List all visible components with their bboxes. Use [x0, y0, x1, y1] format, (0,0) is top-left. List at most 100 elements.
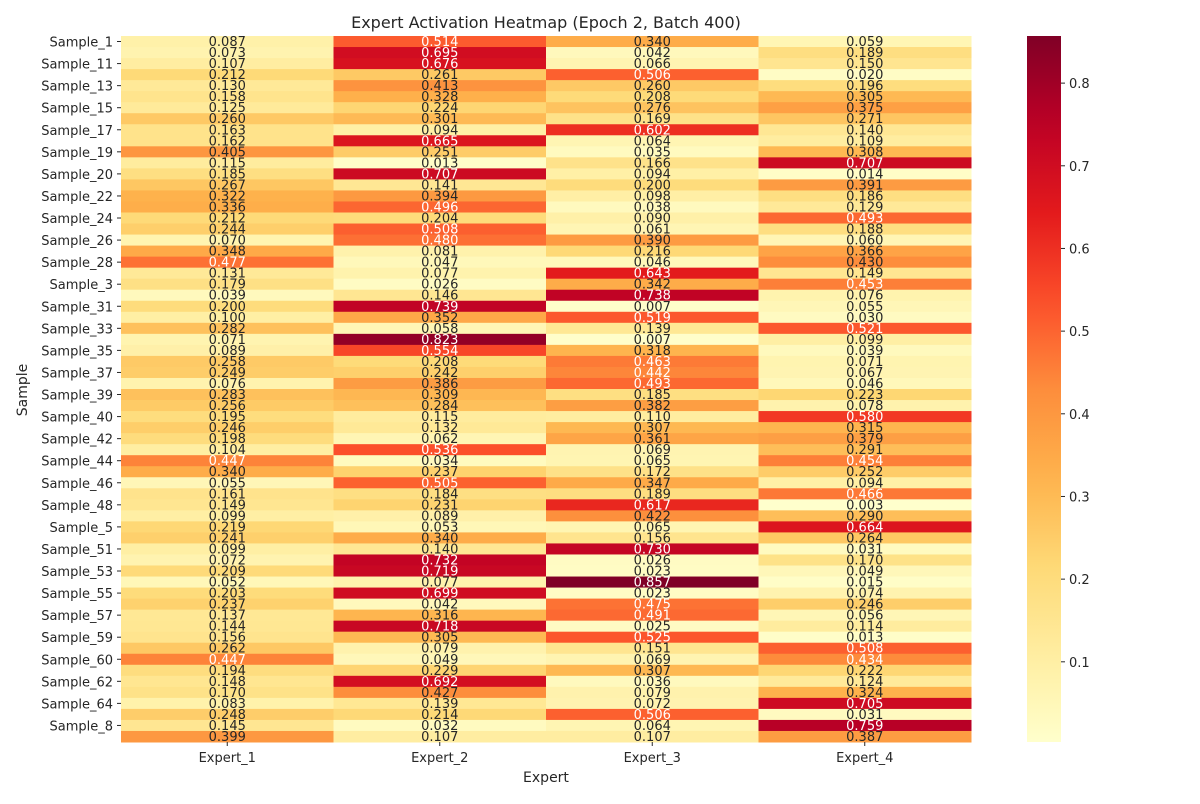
cell-value-label: 0.015: [846, 576, 883, 591]
cell-value-label: 0.162: [209, 134, 246, 149]
heatmap-cell: [121, 708, 334, 721]
cell-value-label: 0.453: [846, 278, 883, 293]
heatmap-cell: [546, 377, 759, 390]
cell-value-label: 0.617: [634, 498, 671, 513]
cell-value-label: 0.099: [209, 509, 246, 524]
chart-title: Expert Activation Heatmap (Epoch 2, Batc…: [351, 13, 741, 32]
cell-value-label: 0.256: [209, 399, 246, 414]
heatmap-cell: [121, 289, 334, 302]
cell-value-label: 0.194: [209, 664, 246, 679]
cell-value-label: 0.252: [846, 465, 883, 480]
heatmap-cell: [121, 532, 334, 544]
heatmap-cell: [121, 664, 334, 677]
heatmap-cell: [333, 609, 547, 622]
colorbar-tick-label: 0.1: [1069, 656, 1090, 671]
heatmap-cell: [333, 444, 547, 456]
heatmap-cell: [546, 91, 759, 103]
cell-value-label: 0.053: [421, 520, 458, 535]
cell-value-label: 0.046: [634, 256, 671, 271]
cell-value-label: 0.229: [421, 664, 458, 679]
y-tick-label: Sample_20: [41, 168, 113, 183]
cell-value-label: 0.100: [209, 311, 246, 326]
heatmap-cell: [758, 91, 972, 103]
heatmap-cell: [333, 135, 547, 147]
heatmap-cell: [546, 278, 759, 291]
cell-value-label: 0.030: [846, 311, 883, 326]
heatmap-cell: [546, 466, 759, 478]
heatmap-cell: [121, 234, 334, 247]
cell-value-label: 0.241: [209, 531, 246, 546]
y-tick-label: Sample_42: [41, 433, 113, 448]
cell-value-label: 0.244: [209, 223, 246, 238]
heatmap-cell: [333, 499, 547, 511]
heatmap-cell: [121, 113, 334, 125]
heatmap-cell: [758, 190, 972, 202]
heatmap-cell: [546, 344, 759, 357]
heatmap-cell: [121, 411, 334, 423]
cell-value-label: 0.047: [421, 256, 458, 271]
heatmap-cell: [333, 730, 547, 743]
heatmap-cell: [333, 400, 547, 412]
cell-value-label: 0.258: [209, 355, 246, 370]
cell-value-label: 0.042: [634, 46, 671, 61]
cell-value-label: 0.212: [209, 212, 246, 227]
cell-value-label: 0.056: [846, 609, 883, 624]
heatmap-cell-labels: 0.087 0.514 0.340 0.059 0.073 0.695 0.042 0.189…: [209, 35, 884, 745]
heatmap-cell: [121, 124, 334, 136]
heatmap-cell: [546, 455, 759, 467]
cell-value-label: 0.067: [846, 366, 883, 381]
heatmap-cell: [546, 411, 759, 423]
heatmap-cell: [546, 422, 759, 434]
heatmap-cell: [121, 300, 334, 313]
heatmap-cell: [546, 168, 759, 180]
cell-value-label: 0.427: [421, 686, 458, 701]
cell-value-label: 0.055: [209, 476, 246, 491]
cell-value-label: 0.521: [846, 322, 883, 337]
cell-value-label: 0.130: [209, 79, 246, 94]
cell-value-label: 0.340: [421, 531, 458, 546]
cell-value-label: 0.144: [209, 620, 246, 635]
heatmap-cell: [121, 455, 334, 467]
y-tick-label: Sample_1: [49, 36, 113, 51]
heatmap-cell: [546, 576, 759, 589]
heatmap-cell: [333, 300, 547, 313]
heatmap-cell: [121, 653, 334, 666]
y-axis: Sample_1 Sample_11 Sample_13 Sample_15 Sampl…: [41, 36, 121, 734]
heatmap-cell: [758, 653, 972, 666]
cell-value-label: 0.035: [634, 145, 671, 160]
cell-value-label: 0.348: [209, 245, 246, 260]
cell-value-label: 0.038: [634, 200, 671, 215]
heatmap-cell: [333, 576, 547, 589]
heatmap-cell: [758, 455, 972, 467]
heatmap-cell: [121, 609, 334, 622]
x-tick-label: Expert_1: [199, 751, 256, 766]
cell-value-label: 0.065: [634, 454, 671, 469]
cell-value-label: 0.219: [209, 520, 246, 535]
heatmap-cell: [333, 102, 547, 114]
cell-value-label: 0.081: [421, 245, 458, 260]
cell-value-label: 0.447: [209, 454, 246, 469]
cell-value-label: 0.049: [846, 565, 883, 580]
heatmap-cell: [333, 278, 547, 291]
cell-value-label: 0.104: [209, 443, 246, 458]
heatmap-cell: [546, 113, 759, 125]
heatmap-cell: [758, 697, 972, 710]
cell-value-label: 0.094: [634, 167, 671, 182]
cell-value-label: 0.705: [846, 697, 883, 712]
heatmap-cell: [121, 69, 334, 81]
y-tick-label: Sample_60: [41, 653, 113, 668]
cell-value-label: 0.375: [846, 101, 883, 116]
heatmap-cell: [333, 543, 547, 555]
heatmap-cell: [333, 422, 547, 434]
heatmap-cell: [121, 631, 334, 644]
heatmap-cell: [546, 444, 759, 456]
cell-value-label: 0.305: [846, 90, 883, 105]
cell-value-label: 0.132: [421, 421, 458, 436]
cell-value-label: 0.422: [634, 509, 671, 524]
cell-value-label: 0.260: [209, 112, 246, 127]
heatmap-cell: [546, 664, 759, 677]
heatmap-cell: [758, 344, 972, 357]
cell-value-label: 0.692: [421, 675, 458, 690]
cell-value-label: 0.496: [421, 200, 458, 215]
y-tick-label: Sample_39: [41, 389, 113, 404]
